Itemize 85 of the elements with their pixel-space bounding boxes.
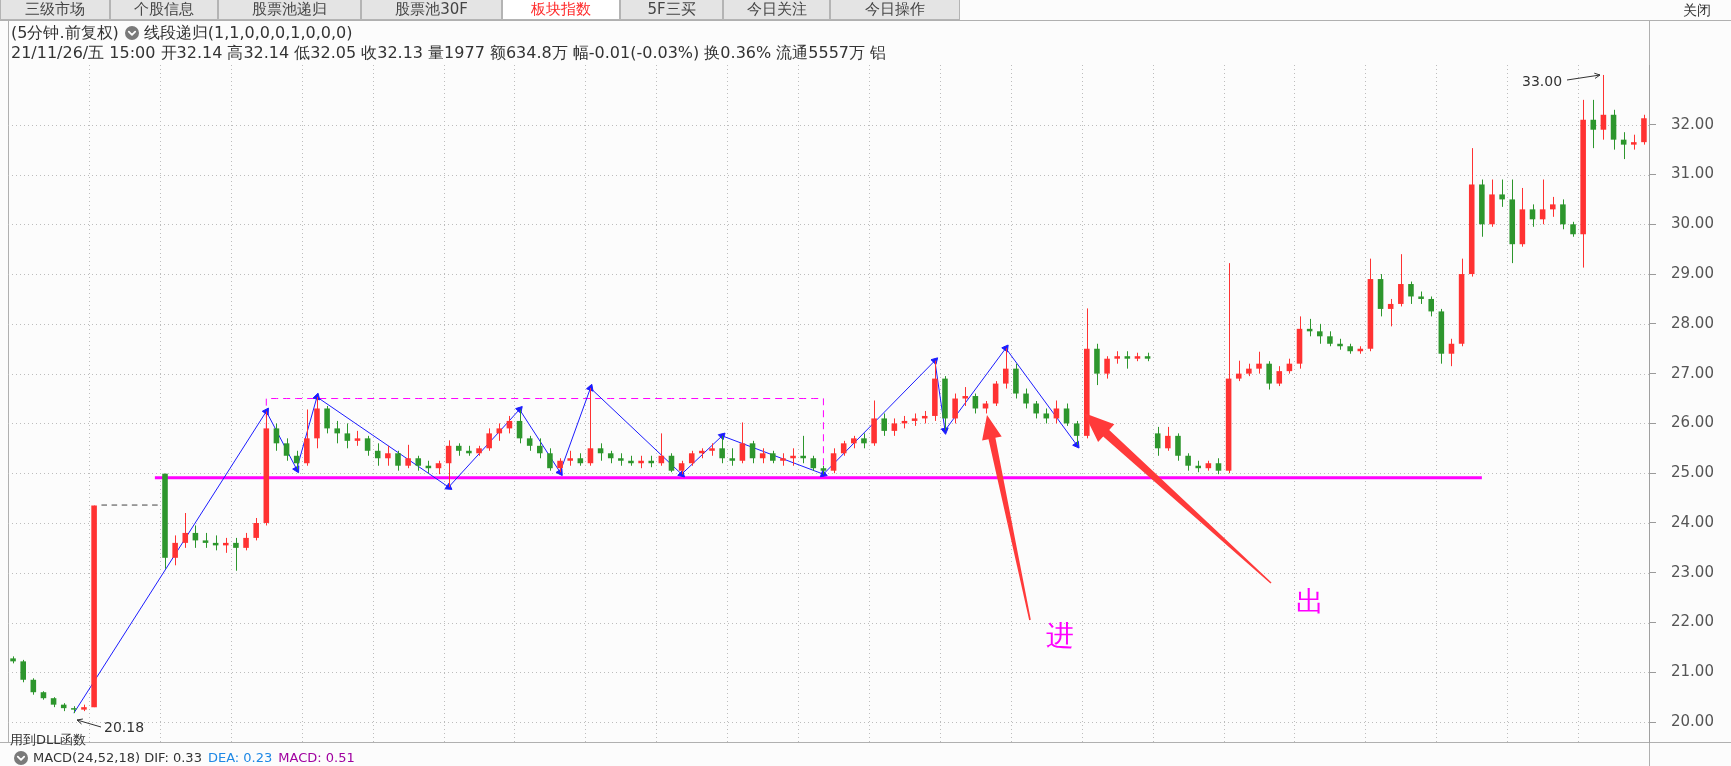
candlestick	[415, 455, 422, 472]
candlestick	[91, 505, 97, 708]
candlestick	[1104, 355, 1110, 380]
chart-subtitle: 21/11/26/五 15:00 开32.14 高32.14 低32.05 收32.13 量1977 额634.8万 幅-0.01(-0.03%) 换0.36% 流通5557万 铝	[11, 43, 887, 62]
y-tick-label: 29.00	[1671, 263, 1714, 282]
candlestick	[1631, 134, 1637, 151]
candlestick	[395, 450, 401, 472]
candlestick	[1509, 178, 1516, 264]
text: 三级市场	[0, 0, 110, 20]
chart-title: (5分钟.前复权)	[11, 23, 119, 42]
point	[312, 392, 321, 401]
candlestick	[962, 386, 969, 407]
text: 个股信息	[110, 0, 218, 20]
candlestick	[719, 435, 725, 464]
text: MACD: 0.51	[278, 750, 355, 765]
candlestick	[182, 512, 189, 549]
candlestick	[324, 405, 330, 434]
candlestick	[1570, 221, 1576, 238]
text: MACD(24,52,18) DIF: 0.33	[33, 750, 202, 765]
candlestick	[688, 450, 695, 467]
y-tick-label: 30.00	[1671, 214, 1714, 233]
annotation: 33.00	[1522, 73, 1563, 89]
candlestick	[1327, 330, 1333, 347]
candlestick	[871, 400, 877, 447]
candlestick	[567, 450, 573, 467]
text: 5F三买	[620, 0, 723, 20]
candlestick	[172, 534, 178, 566]
candlestick	[1560, 198, 1566, 230]
candlestick	[1185, 452, 1191, 472]
candlestick	[1468, 147, 1475, 278]
candlestick	[1276, 365, 1283, 387]
candlestick	[547, 447, 553, 472]
candlestick	[1094, 343, 1100, 386]
candlestick	[1013, 363, 1019, 400]
candlestick	[1418, 291, 1424, 305]
candlestick	[253, 517, 259, 541]
candlestick	[1114, 350, 1120, 365]
annotation: 进	[1046, 619, 1074, 652]
candlestick	[304, 408, 310, 467]
y-tick-label: 27.00	[1671, 363, 1714, 382]
y-tick-label: 22.00	[1671, 612, 1714, 631]
y-tick-label: 32.00	[1671, 114, 1714, 133]
text: 板块指数	[502, 0, 620, 20]
candlestick	[770, 450, 776, 464]
candlestick	[1002, 347, 1009, 390]
candlestick	[618, 452, 624, 467]
candlestick	[243, 532, 249, 551]
candlestick	[1479, 178, 1485, 238]
candlestick	[486, 427, 492, 452]
y-tick-label: 31.00	[1671, 164, 1714, 183]
y-tick-label: 20.00	[1671, 711, 1714, 730]
point	[292, 465, 300, 474]
candlestick	[20, 659, 26, 683]
candlestick	[405, 444, 411, 469]
candlestick	[729, 447, 736, 467]
text: 股票池递归	[218, 0, 361, 20]
candlestick	[1175, 432, 1181, 462]
candlestick	[81, 704, 87, 712]
candlestick	[1398, 253, 1404, 307]
candlestick	[881, 412, 887, 437]
text: 今日关注	[723, 0, 830, 20]
text: 今日操作	[830, 0, 960, 20]
point	[586, 383, 594, 392]
y-tick-label: 28.00	[1671, 313, 1714, 332]
text: 股票池30F	[361, 0, 502, 20]
candlestick	[1023, 388, 1029, 409]
y-tick-label: 26.00	[1671, 413, 1714, 432]
y-tick-label: 23.00	[1671, 562, 1714, 581]
annotation: 出	[1296, 585, 1324, 618]
point	[940, 427, 949, 435]
text: DEA: 0.23	[207, 750, 273, 765]
annotation: 用到DLL函数	[10, 732, 87, 747]
candlestick	[1641, 114, 1647, 146]
annotation: 20.18	[104, 719, 145, 735]
text: 关闭	[1683, 2, 1711, 18]
candlestick	[1489, 178, 1495, 228]
y-tick-label: 21.00	[1671, 662, 1714, 681]
candlestick	[709, 442, 715, 457]
y-tick-label: 25.00	[1671, 463, 1714, 482]
text: 线段递归(1,1,0,0,0,1,0,0,0)	[143, 23, 353, 42]
candlestick	[71, 705, 77, 714]
candlestick	[780, 452, 786, 467]
candlestick	[162, 473, 168, 570]
candlestick	[1266, 360, 1272, 391]
y-tick-label: 24.00	[1671, 512, 1714, 531]
